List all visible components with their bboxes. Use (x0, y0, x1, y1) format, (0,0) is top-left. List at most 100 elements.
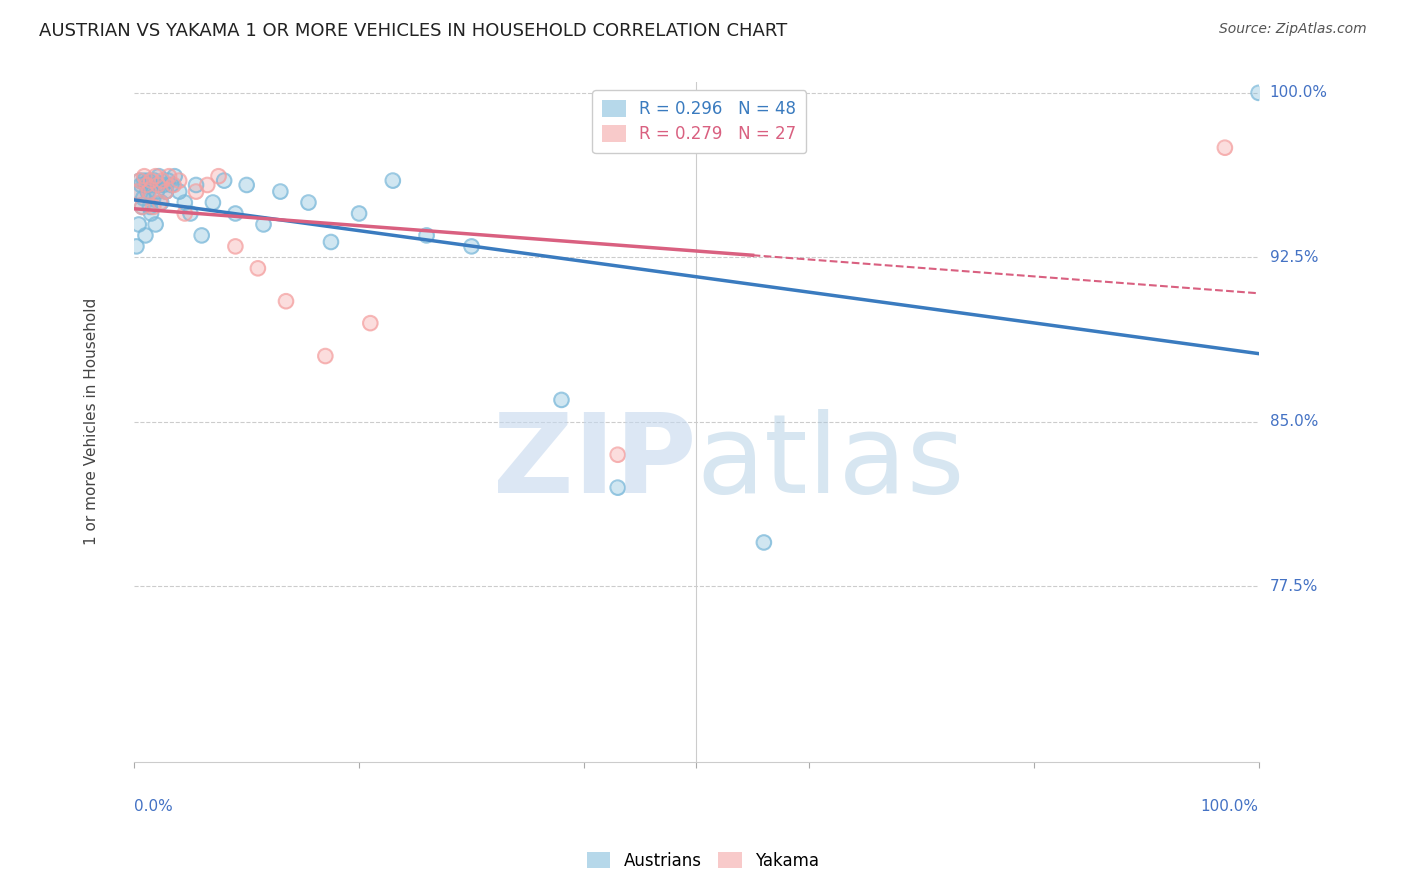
Point (156, 173, 179, 187)
Point (752, 535, 775, 549)
Point (163, 169, 186, 184)
Point (157, 169, 180, 184)
Point (167, 173, 190, 187)
Point (138, 173, 160, 187)
Point (148, 169, 170, 184)
Point (155, 185, 177, 199)
Point (128, 173, 150, 187)
Text: 1 or more Vehicles in Household: 1 or more Vehicles in Household (84, 298, 98, 546)
Point (173, 195, 195, 210)
Point (224, 239, 246, 253)
Point (1247, 86, 1270, 100)
Text: 85.0%: 85.0% (1270, 415, 1317, 429)
Point (136, 185, 159, 199)
Point (138, 185, 160, 199)
Point (146, 178, 169, 192)
Point (128, 173, 150, 187)
Point (145, 169, 167, 184)
Point (297, 195, 319, 210)
Point (173, 206, 195, 220)
Point (136, 185, 159, 199)
Text: ZIP: ZIP (494, 409, 696, 516)
Point (150, 173, 173, 187)
Point (127, 185, 149, 199)
Point (135, 178, 157, 192)
Point (252, 218, 274, 232)
Point (190, 228, 212, 243)
Point (179, 206, 201, 220)
Text: 92.5%: 92.5% (1270, 250, 1319, 265)
Point (131, 200, 153, 214)
Point (127, 185, 149, 199)
Point (152, 178, 174, 192)
Point (134, 228, 156, 243)
Point (142, 191, 165, 205)
Point (550, 392, 572, 407)
Text: 100.0%: 100.0% (1201, 799, 1258, 814)
Point (131, 200, 153, 214)
Point (128, 173, 150, 187)
Point (146, 178, 169, 192)
Point (145, 185, 167, 199)
Point (155, 185, 177, 199)
Point (145, 218, 167, 232)
Point (359, 316, 381, 330)
Point (195, 178, 218, 192)
Point (269, 185, 291, 199)
Point (125, 239, 148, 253)
Point (129, 178, 152, 192)
Point (127, 185, 149, 199)
Point (224, 206, 246, 220)
Point (224, 206, 246, 220)
Point (207, 169, 229, 184)
Point (143, 173, 166, 187)
Point (139, 173, 162, 187)
Point (132, 191, 155, 205)
Point (235, 178, 257, 192)
Point (127, 185, 149, 199)
Point (201, 195, 224, 210)
Point (606, 448, 628, 462)
Legend: R = 0.296   N = 48, R = 0.279   N = 27: R = 0.296 N = 48, R = 0.279 N = 27 (592, 90, 806, 153)
Point (128, 173, 150, 187)
Point (752, 535, 775, 549)
Point (460, 239, 482, 253)
Point (128, 218, 150, 232)
Point (162, 178, 184, 192)
Point (135, 178, 157, 192)
Point (131, 200, 153, 214)
Point (269, 185, 291, 199)
Point (131, 200, 153, 214)
Point (1213, 141, 1236, 155)
Point (606, 481, 628, 495)
Point (314, 349, 336, 363)
Point (160, 178, 183, 192)
Point (135, 178, 157, 192)
Point (134, 173, 156, 187)
Text: Source: ZipAtlas.com: Source: ZipAtlas.com (1219, 22, 1367, 37)
Point (132, 191, 155, 205)
Point (319, 235, 342, 249)
Point (201, 195, 224, 210)
Point (142, 200, 165, 214)
Legend: Austrians, Yakama: Austrians, Yakama (581, 846, 825, 877)
Point (138, 185, 160, 199)
Point (142, 191, 165, 205)
Point (381, 173, 404, 187)
Point (139, 200, 162, 214)
Point (157, 169, 180, 184)
Point (415, 228, 437, 243)
Point (156, 173, 179, 187)
Point (148, 169, 170, 184)
Point (606, 481, 628, 495)
Point (460, 239, 482, 253)
Point (139, 200, 162, 214)
Point (135, 178, 157, 192)
Point (141, 178, 163, 192)
Text: 100.0%: 100.0% (1270, 86, 1327, 101)
Point (184, 178, 207, 192)
Point (128, 218, 150, 232)
Point (167, 173, 190, 187)
Point (163, 169, 186, 184)
Point (134, 169, 156, 184)
